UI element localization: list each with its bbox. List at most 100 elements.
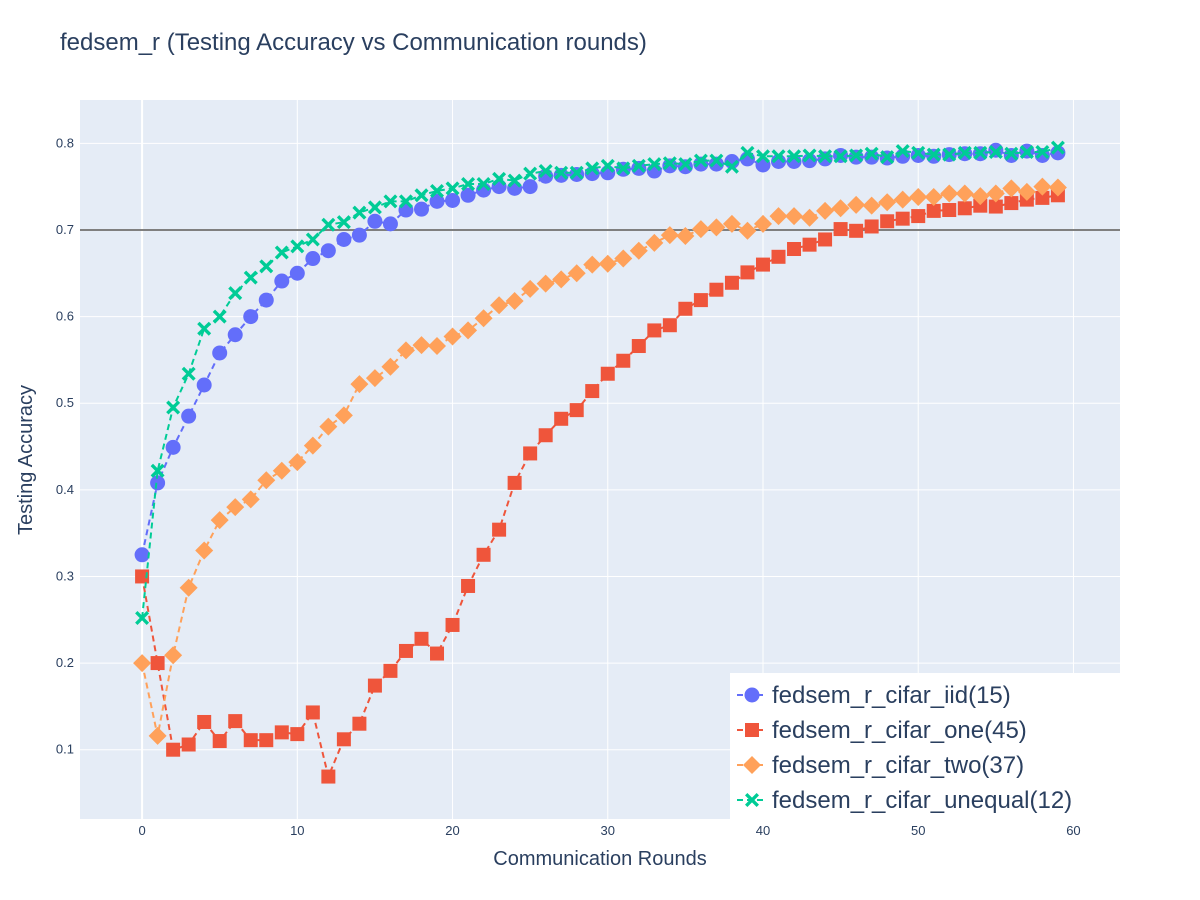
series-2-point (709, 282, 724, 297)
series-4-point (926, 147, 941, 162)
series-4-point (197, 321, 212, 336)
series-4 (135, 140, 1065, 626)
legend-item-3[interactable]: fedsem_r_cifar_two(37) (737, 752, 1024, 779)
series-2-point (802, 237, 817, 252)
series-2-point (616, 353, 631, 368)
series-2-point (678, 301, 693, 316)
series-1-point (243, 309, 259, 325)
series-3-point (878, 193, 897, 212)
y-tick-label: 0.5 (56, 395, 74, 410)
series-3-point (909, 188, 928, 207)
series-4-point (647, 157, 662, 172)
series-4-point (880, 150, 895, 165)
series-3-point (303, 436, 322, 455)
series-1-point (460, 187, 476, 203)
series-4-point (662, 156, 677, 171)
series-2-point (445, 617, 460, 632)
series-2-point (818, 232, 833, 247)
series-3 (133, 177, 1067, 745)
tick-labels: 0 10 20 30 40 50 60 0.1 0.2 0.3 0.4 0.5 0.6 0.7 0.8 (56, 135, 1081, 838)
series-3-point (474, 309, 493, 328)
legend-item-2[interactable]: fedsem_r_cifar_one(45) (737, 717, 1027, 744)
series-3-point (1002, 179, 1021, 198)
series-3-point (272, 461, 291, 480)
series-1-point (320, 243, 336, 259)
series-4-point (631, 158, 646, 173)
legend[interactable]: fedsem_r_cifar_iid(15) fedsem_r_cifar_one… (730, 673, 1120, 819)
series-2-point (197, 714, 212, 729)
series-4-point (445, 181, 460, 196)
series-2-point (988, 199, 1003, 214)
series-4-point (600, 158, 615, 173)
legend-item-1[interactable]: fedsem_r_cifar_iid(15) (737, 682, 1011, 709)
legend-marker (745, 723, 759, 737)
series-4-point (476, 177, 491, 192)
series-1-point (708, 156, 724, 172)
series-1-point (553, 167, 569, 183)
y-tick-label: 0.2 (56, 655, 74, 670)
series-2-point (212, 734, 227, 749)
series-1-point (367, 213, 383, 229)
series-1-point (181, 408, 197, 424)
series-1-point (910, 147, 926, 163)
series-2-point (1035, 190, 1050, 205)
series-3-point (505, 291, 524, 310)
series-2-point (740, 265, 755, 280)
series-4-point (569, 165, 584, 180)
x-tick-label: 40 (756, 823, 770, 838)
x-tick-label: 30 (601, 823, 615, 838)
series-4-point (212, 309, 227, 324)
series-3-point (800, 208, 819, 227)
series-1-point (662, 158, 678, 174)
x-tick-label: 60 (1066, 823, 1080, 838)
series-3-point (490, 296, 509, 315)
x-axis-title: Communication Rounds (493, 848, 706, 870)
series-3-point (334, 406, 353, 425)
legend-item-4[interactable]: fedsem_r_cifar_unequal(12) (737, 787, 1072, 814)
series-4-point (461, 177, 476, 192)
series-3-point (707, 218, 726, 237)
series-1-point (305, 251, 321, 267)
series-3-point (133, 654, 152, 673)
series-2-point (135, 569, 150, 584)
series-2-point (274, 725, 289, 740)
series-2-point (787, 241, 802, 256)
series-4-point (849, 148, 864, 163)
series-3-point (862, 196, 881, 215)
series-4-point (321, 217, 336, 232)
series-4-point (243, 270, 258, 285)
series-4-point (787, 149, 802, 164)
series-2-point (523, 446, 538, 461)
series-3-point (660, 226, 679, 245)
series-3-point (1033, 177, 1052, 196)
series-2-point (414, 631, 429, 646)
legend-marker (745, 793, 759, 807)
series-1-point (631, 160, 647, 176)
series-1-point (134, 547, 150, 563)
series-3-point (552, 270, 571, 289)
series-2-point (973, 198, 988, 213)
series-1-point (165, 439, 181, 455)
series-4-point (818, 149, 833, 164)
series-2-point (647, 323, 662, 338)
series-4-point (290, 239, 305, 254)
series-1-point (491, 179, 507, 195)
series-4-point (957, 145, 972, 160)
series-2-point (181, 737, 196, 752)
series-3-point (164, 646, 183, 665)
series-1-point (429, 193, 445, 209)
series-1-point (150, 475, 166, 491)
series-4-point (678, 157, 693, 172)
series-1-point (212, 345, 228, 361)
y-tick-label: 0.1 (56, 742, 74, 757)
x-tick-label: 20 (445, 823, 459, 838)
series-2-point (383, 663, 398, 678)
series-3-point (738, 221, 757, 240)
series-2-point (662, 318, 677, 333)
series-1-point (336, 231, 352, 247)
series-2-point (631, 339, 646, 354)
series-4-point (259, 259, 274, 274)
series-4-point (135, 611, 150, 626)
series-3-point (614, 249, 633, 268)
series-4-point (802, 148, 817, 163)
